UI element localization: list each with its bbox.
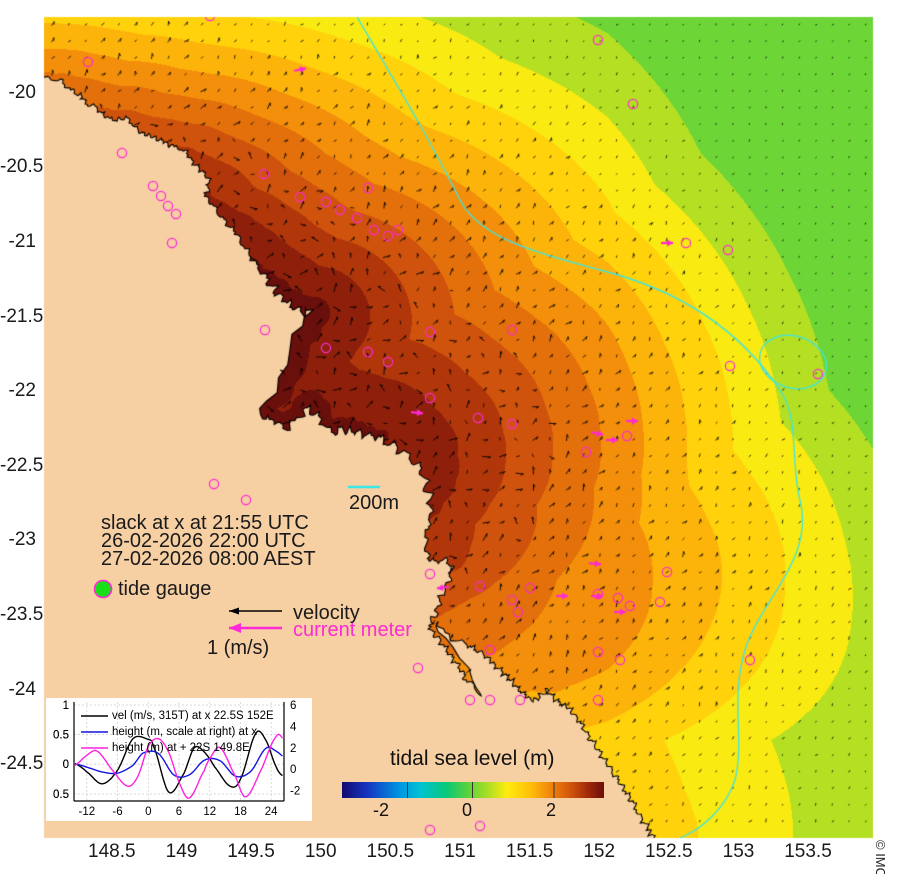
svg-text:vel (m/s, 315T) at x 22.5S 152: vel (m/s, 315T) at x 22.5S 152E [112, 710, 274, 722]
svg-text:-6: -6 [112, 806, 122, 818]
svg-text:1: 1 [63, 700, 69, 712]
svg-text:0: 0 [63, 759, 69, 771]
svg-text:0: 0 [145, 806, 151, 818]
svg-text:0.5: 0.5 [53, 730, 69, 742]
svg-text:height (m, scale at right) at: height (m, scale at right) at x [112, 726, 257, 738]
svg-text:0.5: 0.5 [53, 789, 69, 801]
svg-text:12: 12 [203, 806, 216, 818]
svg-text:2: 2 [290, 743, 296, 755]
svg-text:height (m) at + 22S 149.8E: height (m) at + 22S 149.8E [112, 742, 250, 754]
svg-text:24: 24 [265, 806, 278, 818]
svg-text:-12: -12 [78, 806, 95, 818]
svg-text:4: 4 [290, 721, 297, 733]
svg-text:6: 6 [290, 700, 296, 712]
svg-text:-2: -2 [290, 785, 300, 797]
svg-text:18: 18 [234, 806, 247, 818]
svg-text:0: 0 [290, 764, 296, 776]
svg-text:6: 6 [176, 806, 182, 818]
